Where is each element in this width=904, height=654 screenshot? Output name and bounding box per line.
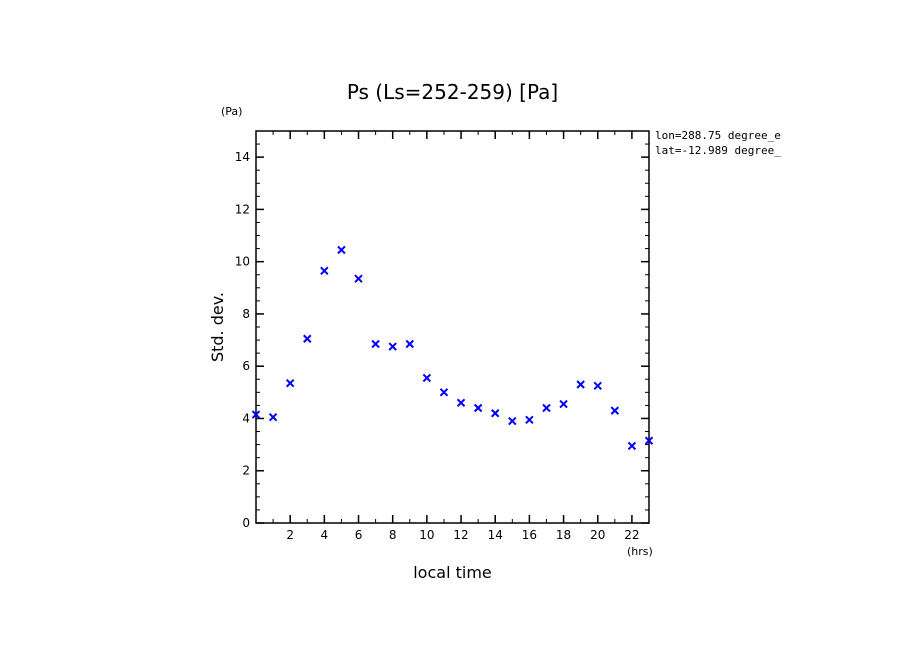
- data-point: [491, 409, 500, 418]
- x-tick-label: 4: [321, 528, 329, 542]
- x-tick-label: 6: [355, 528, 363, 542]
- data-point: [627, 441, 637, 451]
- y-axis-label: Std. dev.: [208, 292, 227, 362]
- x-tick-label: 20: [590, 528, 605, 542]
- data-point: [508, 416, 517, 426]
- data-point: [542, 403, 551, 413]
- data-point: [610, 406, 620, 415]
- data-point: [576, 380, 585, 389]
- data-point: [337, 245, 346, 255]
- data-point: [525, 415, 534, 424]
- chart-title: Ps (Ls=252-259) [Pa]: [347, 80, 558, 104]
- data-point: [559, 399, 568, 409]
- x-tick-label: 14: [488, 528, 503, 542]
- y-axis-unit: (Pa): [221, 105, 242, 118]
- y-tick-label: 2: [242, 464, 250, 478]
- data-point: [405, 339, 414, 349]
- x-tick-label: 16: [522, 528, 537, 542]
- data-point: [303, 334, 312, 343]
- plot-frame: [255, 130, 650, 524]
- x-tick-label: 8: [389, 528, 397, 542]
- x-tick-label: 18: [556, 528, 571, 542]
- data-point: [354, 274, 363, 283]
- data-point: [320, 266, 329, 276]
- data-point: [439, 388, 449, 397]
- x-tick-label: 12: [453, 528, 468, 542]
- annotation-lon: lon=288.75 degree_e: [655, 129, 781, 142]
- y-tick-label: 8: [242, 307, 250, 321]
- data-point: [593, 381, 602, 391]
- data-point: [251, 410, 261, 419]
- x-tick-label: 22: [624, 528, 639, 542]
- x-axis-label: local time: [413, 563, 492, 582]
- data-point: [456, 398, 466, 407]
- x-axis-unit: (hrs): [627, 545, 653, 558]
- data-point: [268, 412, 278, 422]
- axis-ticks: 2 4 6 8 10 12 14 16 18 20 22 0 2 4 6 8 10 12 14: [235, 131, 649, 542]
- data-point: [285, 378, 295, 388]
- data-point: [422, 373, 432, 383]
- x-tick-label: 10: [419, 528, 434, 542]
- y-tick-label: 0: [242, 516, 250, 530]
- annotation-lat: lat=-12.989 degree_: [655, 144, 781, 157]
- data-point: [473, 403, 483, 413]
- y-tick-label: 6: [242, 359, 250, 373]
- data-point: [371, 339, 380, 349]
- x-tick-label: 2: [286, 528, 294, 542]
- y-tick-label: 12: [235, 202, 250, 216]
- y-tick-label: 14: [235, 150, 250, 164]
- data-points: [251, 245, 654, 451]
- y-tick-label: 4: [242, 411, 250, 425]
- data-point: [388, 342, 397, 351]
- y-tick-label: 10: [235, 255, 250, 269]
- data-point: [644, 436, 654, 445]
